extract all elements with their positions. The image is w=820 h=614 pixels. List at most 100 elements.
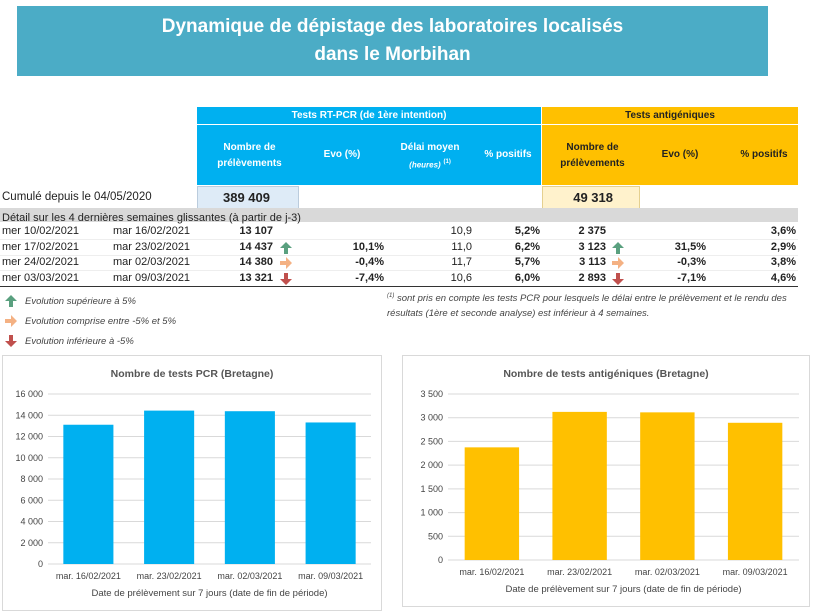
y-tick-label: 10 000: [15, 453, 43, 463]
bar: [144, 410, 195, 564]
legend-flat-label: Evolution comprise entre -5% et 5%: [25, 315, 177, 327]
y-tick-label: 16 000: [15, 389, 43, 399]
detail-label: Détail sur les 4 dernières semaines glis…: [2, 212, 301, 224]
table-bottom-border: [0, 286, 798, 287]
row-end-date: mar 09/03/2021: [113, 271, 191, 284]
pcr-bar-chart: 0 2 000 4 000 6 000 8 000 10 000 12 000 14 000 1…: [15, 389, 371, 599]
row-start-date: mer 24/02/2021: [2, 256, 80, 268]
cumul-label: Cumulé depuis le 04/05/2020: [2, 191, 152, 203]
pcr-col-header-row: [197, 125, 541, 185]
row-pcr-evo: -0,4%: [355, 256, 384, 268]
x-tick-label: mar. 23/02/2021: [547, 567, 612, 577]
row-ag-evo: -7,1%: [677, 271, 706, 284]
col-header-delai-note: (1): [443, 159, 451, 165]
y-tick-label: 14 000: [15, 410, 43, 420]
col-header-ag-nombre: Nombre de prélèvements: [560, 142, 625, 169]
table-row: mer 17/02/2021 mar 23/02/2021 14 437 10,1% 1…: [0, 240, 798, 256]
row-ag-positifs: 4,6%: [770, 271, 796, 284]
y-tick-label: 2 500: [420, 436, 443, 446]
col-header-delai-label: Délai moyen: [400, 142, 460, 153]
y-tick-label: 500: [428, 531, 443, 541]
detail-band: Détail sur les 4 dernières semaines glis…: [0, 208, 798, 224]
row-pcr-positifs: 6,0%: [514, 271, 540, 284]
col-header-positifs: % positifs: [484, 149, 532, 160]
x-tick-label: mar. 16/02/2021: [56, 571, 121, 581]
arrow-up-icon: [280, 241, 292, 254]
arrow-right-icon: [5, 315, 17, 327]
row-ag-positifs: 3,8%: [770, 256, 796, 268]
row-ag-evo: 31,5%: [674, 240, 706, 253]
bar: [305, 422, 356, 564]
page-title-line2: dans le Morbihan: [314, 44, 471, 65]
arrow-down-icon: [5, 335, 17, 347]
row-pcr-count: 14 437: [239, 240, 273, 253]
legend-down-label: Evolution inférieure à -5%: [25, 335, 134, 347]
ag-group-label: Tests antigéniques: [625, 110, 715, 121]
row-delai: 11,7: [451, 256, 472, 268]
bar: [63, 424, 114, 564]
y-tick-label: 1 000: [420, 508, 443, 518]
footnote-mark: (1): [387, 293, 395, 299]
row-pcr-evo: -7,4%: [355, 271, 384, 284]
ag-chart-title: Nombre de tests antigéniques (Bretagne): [503, 368, 709, 380]
row-delai: 10,6: [450, 271, 472, 284]
row-ag-positifs: 2,9%: [770, 240, 796, 253]
arrow-right-icon: [280, 257, 292, 269]
row-start-date: mer 17/02/2021: [2, 240, 80, 253]
row-pcr-evo: 10,1%: [352, 240, 384, 253]
x-tick-label: mar. 16/02/2021: [459, 567, 524, 577]
col-header-delai-sub: (heures): [409, 160, 441, 170]
arrow-down-icon: [612, 272, 624, 285]
x-tick-label: mar. 09/03/2021: [298, 571, 363, 581]
arrow-down-icon: [280, 272, 292, 285]
row-end-date: mar 16/02/2021: [113, 225, 191, 237]
bar: [552, 411, 607, 560]
ag-bar-chart: 0 500 1 000 1 500 2 000 2 500 3 000 3 500 mar. 1…: [420, 389, 799, 595]
arrow-up-icon: [5, 295, 17, 307]
row-ag-count: 2 375: [578, 225, 606, 237]
y-tick-label: 8 000: [20, 474, 43, 484]
x-tick-label: mar. 02/03/2021: [635, 567, 700, 577]
ag-group-header: Tests antigéniques: [542, 107, 798, 124]
legend-up-label: Evolution supérieure à 5%: [25, 295, 136, 307]
arrow-right-icon: [612, 257, 624, 269]
col-header-ag-evo: Evo (%): [661, 149, 699, 160]
x-axis-label: Date de prélèvement sur 7 jours (date de…: [505, 584, 741, 595]
x-axis-label: Date de prélèvement sur 7 jours (date de…: [91, 588, 327, 599]
col-header-delai: Délai moyen (heures) (1): [385, 140, 475, 172]
x-tick-label: mar. 23/02/2021: [137, 571, 202, 581]
row-end-date: mar 02/03/2021: [113, 256, 191, 268]
bar: [640, 412, 695, 560]
pcr-chart-box: Nombre de tests PCR (Bretagne) 0 2 000 4 0…: [2, 355, 382, 611]
pcr-group-label: Tests RT-PCR (de 1ère intention): [291, 110, 447, 121]
pcr-chart-title: Nombre de tests PCR (Bretagne): [110, 368, 274, 380]
row-pcr-count: 13 321: [239, 271, 273, 284]
page-title-line1: Dynamique de dépistage des laboratoires …: [161, 16, 624, 37]
table-row: mer 03/03/2021 mar 09/03/2021 13 321 -7,4% 1…: [0, 271, 798, 287]
row-pcr-positifs: 6,2%: [514, 240, 540, 253]
cumul-ag-value: 49 318: [573, 190, 613, 205]
y-tick-label: 2 000: [420, 460, 443, 470]
cumul-pcr-cell: 389 409: [197, 186, 299, 209]
row-ag-positifs: 3,6%: [770, 225, 796, 237]
y-tick-label: 4 000: [20, 517, 43, 527]
page-title-banner: Dynamique de dépistage des laboratoires …: [17, 6, 768, 76]
row-pcr-positifs: 5,7%: [514, 256, 540, 268]
col-header-evo: Evo (%): [323, 149, 361, 160]
table-row: mer 24/02/2021 mar 02/03/2021 14 380 -0,4% 1…: [0, 255, 798, 271]
pcr-group-header: Tests RT-PCR (de 1ère intention): [197, 107, 541, 124]
ag-chart-box: Nombre de tests antigéniques (Bretagne) …: [402, 355, 810, 607]
row-end-date: mar 23/02/2021: [113, 240, 191, 253]
bar: [224, 411, 275, 564]
row-pcr-count: 14 380: [239, 256, 273, 268]
ag-col-header-row: [542, 125, 798, 185]
legend: Evolution supérieure à 5% Evolution comp…: [5, 291, 176, 351]
row-pcr-count: 13 107: [239, 225, 273, 237]
y-tick-label: 0: [438, 555, 443, 565]
row-ag-count: 3 113: [579, 256, 606, 268]
row-delai: 11,0: [451, 240, 472, 253]
table-row: mer 10/02/2021 mar 16/02/2021 13 107 10,9 5,…: [0, 224, 798, 240]
y-tick-label: 6 000: [20, 495, 43, 505]
y-tick-label: 3 500: [420, 389, 443, 399]
row-ag-count: 3 123: [578, 240, 606, 253]
